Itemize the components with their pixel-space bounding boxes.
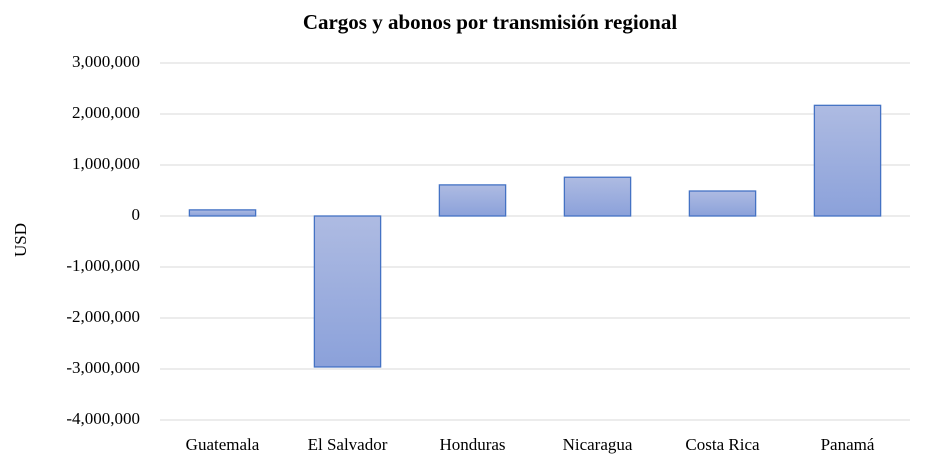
x-tick-label: Nicaragua <box>563 435 633 454</box>
y-tick-label: -2,000,000 <box>66 307 140 326</box>
y-tick-label: 3,000,000 <box>72 52 140 71</box>
y-tick-label: 1,000,000 <box>72 154 140 173</box>
chart-title: Cargos y abonos por transmisión regional <box>303 10 678 34</box>
x-tick-label: Panamá <box>821 435 875 454</box>
y-tick-label: -1,000,000 <box>66 256 140 275</box>
y-tick-label: 0 <box>132 205 141 224</box>
bar <box>813 104 882 217</box>
bar <box>688 190 757 217</box>
x-tick-label: Guatemala <box>186 435 260 454</box>
y-tick-label: 2,000,000 <box>72 103 140 122</box>
bar <box>188 209 257 217</box>
bar <box>438 184 507 217</box>
x-tick-label: Costa Rica <box>685 435 760 454</box>
y-tick-label: -4,000,000 <box>66 409 140 428</box>
y-tick-label: -3,000,000 <box>66 358 140 377</box>
x-tick-label: Honduras <box>439 435 505 454</box>
y-axis-label: USD <box>11 223 30 257</box>
x-tick-label: El Salvador <box>308 435 388 454</box>
bar <box>563 176 632 217</box>
bar <box>313 215 382 368</box>
